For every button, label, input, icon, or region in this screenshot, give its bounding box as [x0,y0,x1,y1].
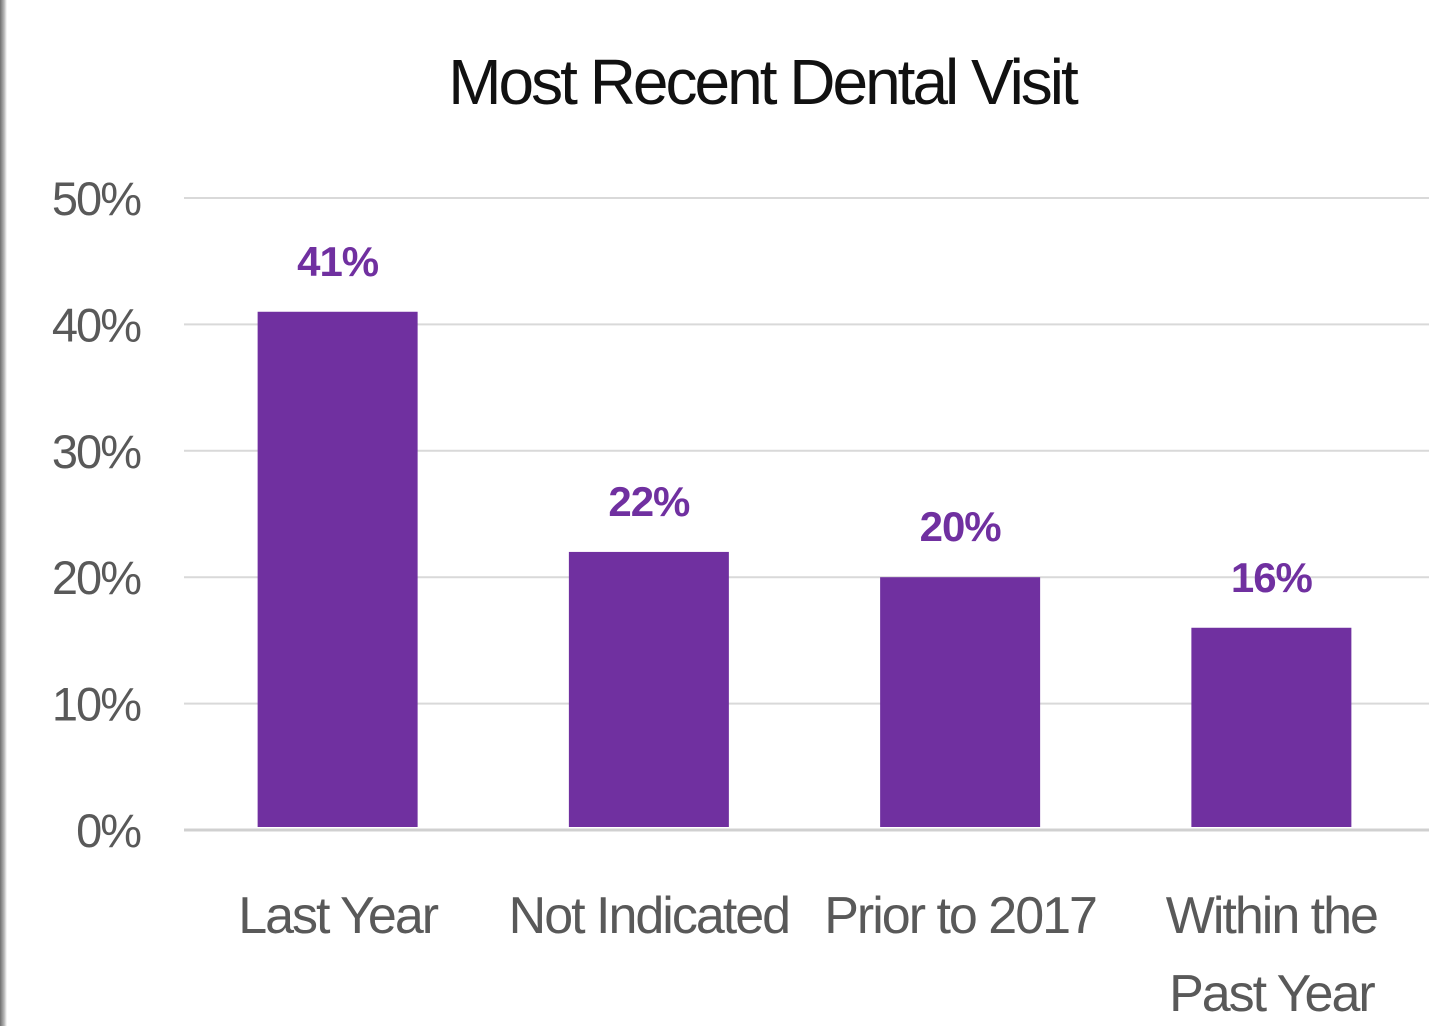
data-label: 20% [920,503,1002,550]
x-tick-label: Past Year [1169,965,1375,1023]
data-label: 22% [608,478,690,525]
y-tick-label: 40% [52,298,141,351]
y-tick-label: 10% [52,678,141,731]
y-tick-label: 50% [52,172,141,225]
y-tick-label: 0% [76,804,141,857]
bar [880,577,1041,827]
data-label: 41% [297,238,379,285]
chart-title: Most Recent Dental Visit [448,46,1079,118]
frame-edge [0,0,7,1026]
x-axis-ticks: Last Year Not Indicated Prior to 2017 Withi… [238,887,1379,1023]
y-axis-ticks: 0% 10% 20% 30% 40% 50% [52,172,143,857]
data-labels: 41% 22% 20% 16% [297,238,1313,601]
x-tick-label: Within the [1166,887,1377,945]
data-label: 16% [1231,554,1313,601]
bar [1191,627,1352,827]
x-tick-label: Not Indicated [509,887,789,945]
x-tick-label: Last Year [238,887,439,945]
bar [257,311,418,827]
y-tick-label: 20% [52,551,141,604]
bars [257,311,1352,827]
bar [568,551,729,827]
x-tick-label: Prior to 2017 [824,887,1096,945]
y-tick-label: 30% [52,425,141,478]
